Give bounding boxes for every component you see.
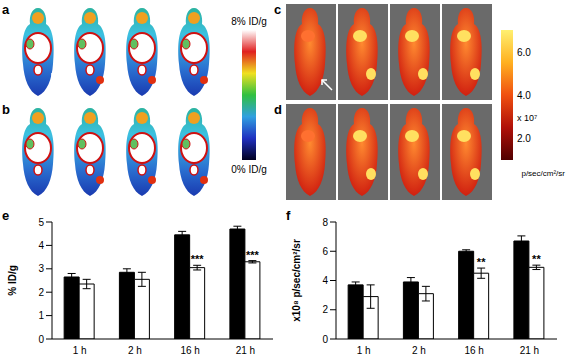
svg-text:4: 4 — [322, 275, 328, 286]
svg-text:16 h: 16 h — [180, 345, 199, 356]
svg-text:% ID/g: % ID/g — [7, 265, 18, 296]
svg-text:x10⁸ p/sec/cm²/sr: x10⁸ p/sec/cm²/sr — [291, 239, 302, 322]
svg-text:x 10⁷: x 10⁷ — [517, 113, 537, 123]
svg-text:6.0: 6.0 — [517, 47, 531, 58]
svg-text:3: 3 — [38, 263, 44, 274]
svg-text:2 h: 2 h — [412, 345, 426, 356]
svg-text:4: 4 — [38, 240, 44, 251]
svg-text:2: 2 — [38, 287, 44, 298]
html-text:d: d — [274, 102, 282, 117]
svg-text:0% ID/g: 0% ID/g — [231, 164, 267, 175]
svg-text:1 h: 1 h — [73, 345, 87, 356]
svg-text:21 h: 21 h — [520, 345, 539, 356]
svg-text:**: ** — [532, 253, 541, 265]
html-text:a: a — [2, 2, 10, 17]
svg-text:0: 0 — [322, 334, 328, 345]
svg-text:2: 2 — [322, 304, 328, 315]
svg-text:***: *** — [246, 249, 260, 261]
svg-text:4.0: 4.0 — [517, 90, 531, 101]
svg-text:1: 1 — [38, 310, 44, 321]
svg-text:0: 0 — [38, 334, 44, 345]
html-text:f: f — [286, 208, 291, 223]
svg-text:21 h: 21 h — [236, 345, 255, 356]
html-text:b: b — [2, 102, 10, 117]
svg-text:p/sec/cm²/sr: p/sec/cm²/sr — [521, 169, 565, 178]
svg-text:5: 5 — [38, 217, 44, 228]
html-text:c: c — [274, 2, 282, 17]
svg-text:8% ID/g: 8% ID/g — [231, 16, 267, 27]
svg-text:**: ** — [477, 256, 486, 268]
svg-text:1 h: 1 h — [357, 345, 371, 356]
svg-text:6: 6 — [322, 246, 328, 257]
svg-text:2.0: 2.0 — [517, 133, 531, 144]
svg-text:8: 8 — [322, 217, 328, 228]
html-text:e: e — [2, 208, 10, 223]
svg-text:***: *** — [191, 253, 205, 265]
svg-text:16 h: 16 h — [464, 345, 483, 356]
svg-text:2 h: 2 h — [128, 345, 142, 356]
